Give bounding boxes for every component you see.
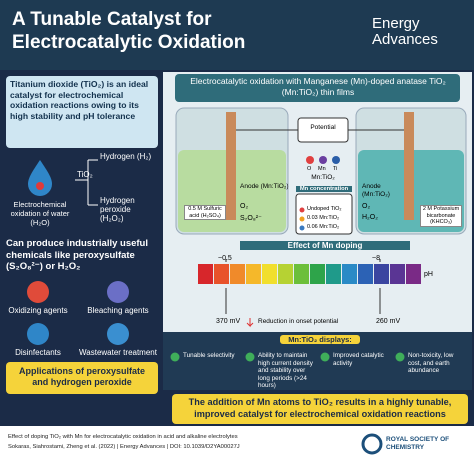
o-atom	[306, 156, 314, 164]
applications: Applications of peroxysulfate and hydrog…	[18, 366, 146, 387]
alkaline-product: H₂O₂	[362, 214, 378, 221]
display-item: Ability to maintain high current density…	[258, 352, 313, 389]
reduction-arrow	[246, 318, 254, 328]
ph-bar	[246, 264, 261, 284]
atom-ti: Ti	[333, 166, 338, 172]
footer-citation: Sokaras, Siahrostami, Zheng et al. (2022…	[8, 444, 240, 450]
film: Mn:TiO₂	[311, 174, 335, 181]
footer-caption: Effect of doping TiO₂ with Mn for electr…	[8, 434, 238, 440]
product-1: Hydrogen (H₂)	[100, 152, 152, 161]
check-icon	[170, 352, 180, 362]
chemicals: Can produce industrially useful chemical…	[6, 238, 148, 272]
use-label: Wastewater treatment	[79, 348, 157, 357]
ph-bar	[390, 264, 405, 284]
conclusion-box	[172, 394, 468, 424]
displays-title: Mn:TiO₂ displays:	[280, 335, 360, 344]
mn-level: 0.06 Mn:TiO₂	[307, 224, 340, 230]
display-item: Improved catalytic activity	[333, 352, 384, 367]
alkaline-electrolyte: 2 M Potassium bicarbonate (KHCO₃)	[420, 205, 462, 227]
effect-title: Effect of Mn doping	[240, 241, 410, 250]
ti-atom	[332, 156, 340, 164]
lattice	[306, 156, 340, 164]
ph-bar	[230, 264, 245, 284]
mn-box	[295, 193, 353, 235]
catalyst: TiO₂	[77, 170, 93, 179]
mn-title: Mn concentration	[296, 186, 352, 192]
use-icon	[107, 281, 129, 303]
level-dot	[299, 216, 305, 222]
mn-level: Undoped TiO₂	[307, 206, 342, 212]
ph-bar	[342, 264, 357, 284]
arrows	[75, 159, 98, 206]
check-icon	[320, 352, 330, 362]
ph-label: pH	[424, 271, 433, 278]
publisher: ROYAL SOCIETY OF CHEMISTRY	[386, 436, 450, 451]
checks	[170, 352, 405, 362]
ph-pointer	[225, 259, 381, 314]
ph-bar	[278, 264, 293, 284]
ph-bar	[262, 264, 277, 284]
journal-logo: Energy Advances	[372, 15, 438, 48]
water-drop	[28, 160, 52, 196]
icons	[27, 281, 129, 345]
header-band	[0, 0, 474, 70]
alkaline-product: O₂	[362, 203, 371, 210]
ph-high: ~8	[372, 255, 380, 262]
check-icon	[395, 352, 405, 362]
level-dot	[299, 207, 305, 213]
acid-electrode	[226, 112, 236, 220]
display-item: Tunable selectivity	[183, 352, 235, 359]
rsc-logo	[361, 433, 383, 455]
ph-scale	[198, 259, 421, 328]
acid-product: S₂O₈²⁻	[240, 215, 262, 222]
display-item: Non-toxicity, low cost, and earth abunda…	[408, 352, 454, 374]
use-label: Oxidizing agents	[8, 306, 68, 315]
use-label: Disinfectants	[15, 348, 61, 357]
intro-box	[6, 76, 158, 148]
level-dot	[299, 225, 305, 231]
acid-product: O₂	[240, 203, 249, 210]
process: Electrochemical oxidation of water (H₂O)	[10, 200, 70, 227]
right-title-band	[175, 74, 460, 102]
drop-dot	[36, 182, 44, 190]
atom-mn: Mn	[318, 166, 326, 172]
check-icon	[245, 352, 255, 362]
mn-atom	[319, 156, 327, 164]
ph-bar	[358, 264, 373, 284]
ph-bar	[326, 264, 341, 284]
atom-o: O	[307, 166, 312, 172]
acid-electrolyte: 0.5 M Sulfuric acid (H₂SO₄)	[184, 205, 226, 220]
right-title: Electrocatalytic oxidation with Manganes…	[190, 76, 446, 97]
alkaline-electrode	[404, 112, 414, 220]
ph-bar	[294, 264, 309, 284]
conclusion: The addition of Mn atoms to TiO₂ results…	[188, 397, 452, 419]
potential: Potential	[310, 124, 336, 131]
use-icon	[107, 323, 129, 345]
product-2: Hydrogen peroxide (H₂O₂)	[100, 196, 135, 223]
ph-bar	[198, 264, 213, 284]
alkaline-anode: Anode (Mn:TiO₂)	[362, 183, 390, 198]
use-icon	[27, 323, 49, 345]
ph-bar	[374, 264, 389, 284]
effect-legend: Reduction in onset potential	[258, 318, 339, 325]
acid-anode: Anode (Mn:TiO₂)	[240, 183, 289, 190]
use-icon	[27, 281, 49, 303]
ph-bar	[214, 264, 229, 284]
ph-bar	[406, 264, 421, 284]
alkaline-drop: 260 mV	[376, 318, 401, 325]
title: A Tunable Catalyst for Electrocatalytic …	[12, 9, 246, 53]
ph-bar	[310, 264, 325, 284]
ph-low: ~0.5	[218, 255, 232, 262]
acid-drop: 370 mV	[216, 318, 241, 325]
intro: Titanium dioxide (TiO₂) is an ideal cata…	[10, 79, 149, 121]
use-label: Bleaching agents	[87, 306, 149, 315]
applications-box	[6, 362, 158, 394]
mn-level: 0.03 Mn:TiO₂	[307, 215, 340, 221]
